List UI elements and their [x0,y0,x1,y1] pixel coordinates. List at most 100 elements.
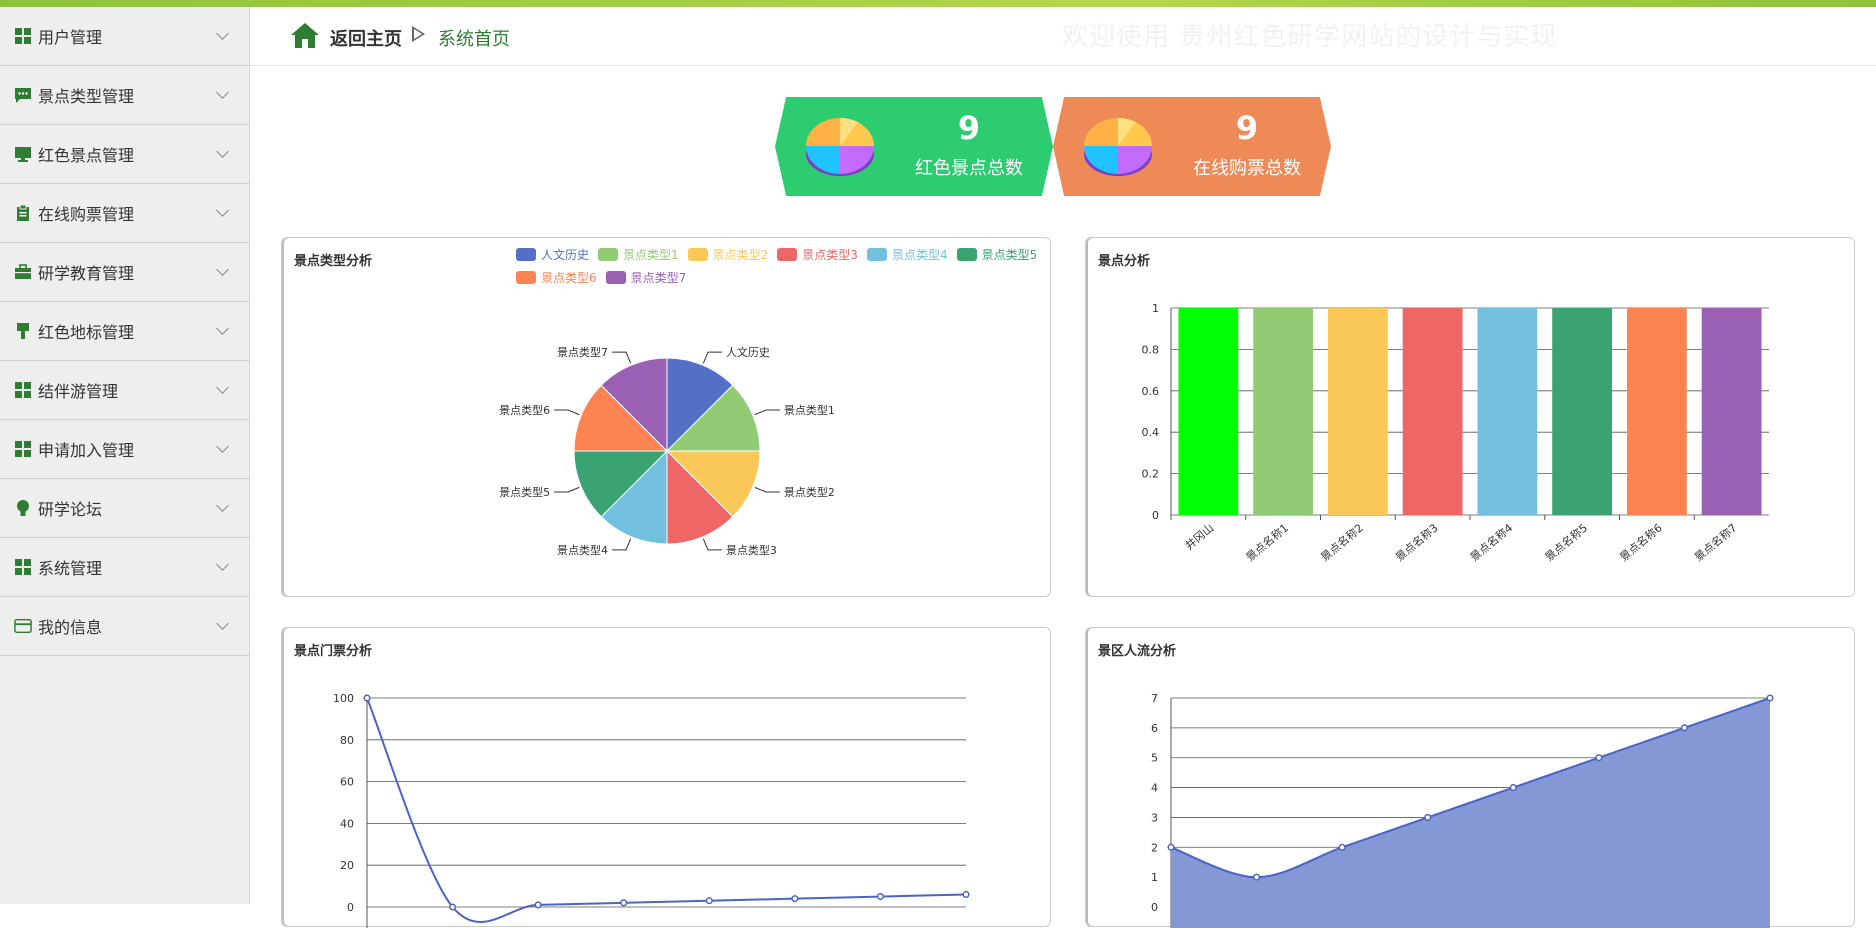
legend-label: 人文历史 [541,248,590,262]
legend-item[interactable]: 景点类型2 [687,246,768,263]
legend-item[interactable]: 景点类型6 [516,269,597,286]
data-point[interactable] [534,901,542,909]
y-tick-label: 0 [1152,509,1159,522]
data-point[interactable] [1167,843,1175,851]
legend-label: 景点类型4 [891,248,948,262]
pie-leader-line [754,486,780,493]
data-point[interactable] [1766,694,1774,702]
pie-slice-label: 景点类型7 [557,345,608,359]
chevron-down-icon [216,617,229,630]
chevron-down-icon [216,558,229,571]
pie-slice[interactable] [573,384,669,452]
sidebar-item-2[interactable]: 红色景点管理 [0,125,249,184]
sidebar-item-label: 研学教育管理 [38,264,135,283]
sidebar-item-6[interactable]: 结伴游管理 [0,361,249,420]
series-line [1170,697,1771,879]
clipboard-icon [14,204,32,222]
pie-slice-label: 景点类型1 [784,403,835,417]
bar[interactable] [1552,308,1613,515]
bar[interactable] [1178,308,1239,515]
y-tick-label: 1 [1152,302,1159,315]
pie-slice[interactable] [666,449,734,545]
legend-item[interactable]: 景点类型1 [598,246,679,263]
legend-item[interactable]: 景点类型4 [866,246,948,263]
home-icon[interactable] [290,21,320,53]
data-point[interactable] [1509,784,1517,792]
bulb-icon [14,499,32,517]
sidebar-item-3[interactable]: 在线购票管理 [0,184,249,243]
legend-item[interactable]: 景点类型3 [777,246,858,263]
data-point[interactable] [791,895,799,903]
data-point[interactable] [705,897,713,905]
bar[interactable] [1253,308,1314,515]
chevron-down-icon [216,145,229,158]
legend-swatch [687,248,708,261]
y-tick-label: 20 [340,859,354,872]
sidebar-item-0[interactable]: 用户管理 [0,7,249,66]
legend-label: 景点类型5 [981,248,1038,262]
pie-slice[interactable] [666,357,734,453]
legend-swatch [516,248,536,261]
header: 返回主页 系统首页 欢迎使用 贵州红色研学网站的设计与实现 [250,7,1876,66]
back-home-link[interactable]: 返回主页 [330,29,402,50]
sidebar-item-10[interactable]: 我的信息 [0,597,249,656]
chevron-down-icon [216,440,229,453]
data-point[interactable] [1680,724,1688,732]
y-tick-label: 3 [1151,811,1158,824]
pie-slice[interactable] [665,450,761,518]
x-tick-label: 景点名称7 [1691,521,1739,565]
sidebar-item-1[interactable]: 景点类型管理 [0,66,249,125]
sidebar-item-label: 结伴游管理 [38,382,119,401]
data-point[interactable] [1595,754,1603,762]
sidebar-item-label: 我的信息 [38,618,103,637]
panel-title: 景点类型分析 [294,254,373,269]
pie-slice[interactable] [600,357,668,453]
bar[interactable] [1327,308,1388,515]
grid-icon [14,27,32,45]
data-point[interactable] [363,694,371,702]
legend-swatch [605,271,626,284]
data-point[interactable] [449,903,457,911]
sidebar-item-9[interactable]: 系统管理 [0,538,249,597]
sidebar-item-label: 红色景点管理 [38,146,135,165]
data-point[interactable] [1253,873,1261,881]
data-point[interactable] [962,890,970,899]
bar[interactable] [1626,308,1687,515]
legend-label: 景点类型1 [623,248,679,262]
legend-item[interactable]: 景点类型5 [956,246,1038,263]
panel-title: 景点分析 [1098,254,1151,269]
legend-item[interactable]: 人文历史 [516,246,589,263]
data-point[interactable] [1338,843,1346,851]
x-tick-label: 景点名称3 [1392,521,1440,565]
data-point[interactable] [620,899,628,907]
grid-icon [14,558,32,576]
pie-leader-line [612,351,632,364]
sidebar-item-8[interactable]: 研学论坛 [0,479,249,538]
y-tick-label: 0 [1151,901,1158,914]
y-tick-label: 80 [340,734,354,747]
legend-swatch [866,248,887,261]
sidebar-item-4[interactable]: 研学教育管理 [0,243,249,302]
pie-slice[interactable] [665,384,761,452]
chevron-down-icon [216,499,229,512]
grid-icon [14,381,32,399]
sidebar-item-5[interactable]: 红色地标管理 [0,302,249,361]
y-tick-label: 0.8 [1142,343,1160,356]
series-line [366,697,967,923]
y-tick-label: 100 [333,692,354,705]
pie-slice[interactable] [600,449,668,545]
bar[interactable] [1477,308,1538,515]
sidebar-item-7[interactable]: 申请加入管理 [0,420,249,479]
data-point[interactable] [1424,813,1432,821]
bar[interactable] [1701,308,1762,515]
sidebar-item-label: 研学论坛 [38,500,103,519]
stat-label: 在线购票总数 [1193,158,1301,179]
legend-item[interactable]: 景点类型7 [605,269,686,286]
data-point[interactable] [876,893,884,901]
pie-leader-line [554,486,580,493]
legend-label: 景点类型6 [541,271,597,285]
y-tick-label: 6 [1151,722,1158,735]
pie-slice[interactable] [573,450,669,518]
bar[interactable] [1402,308,1463,515]
pie-leader-line [702,538,722,551]
